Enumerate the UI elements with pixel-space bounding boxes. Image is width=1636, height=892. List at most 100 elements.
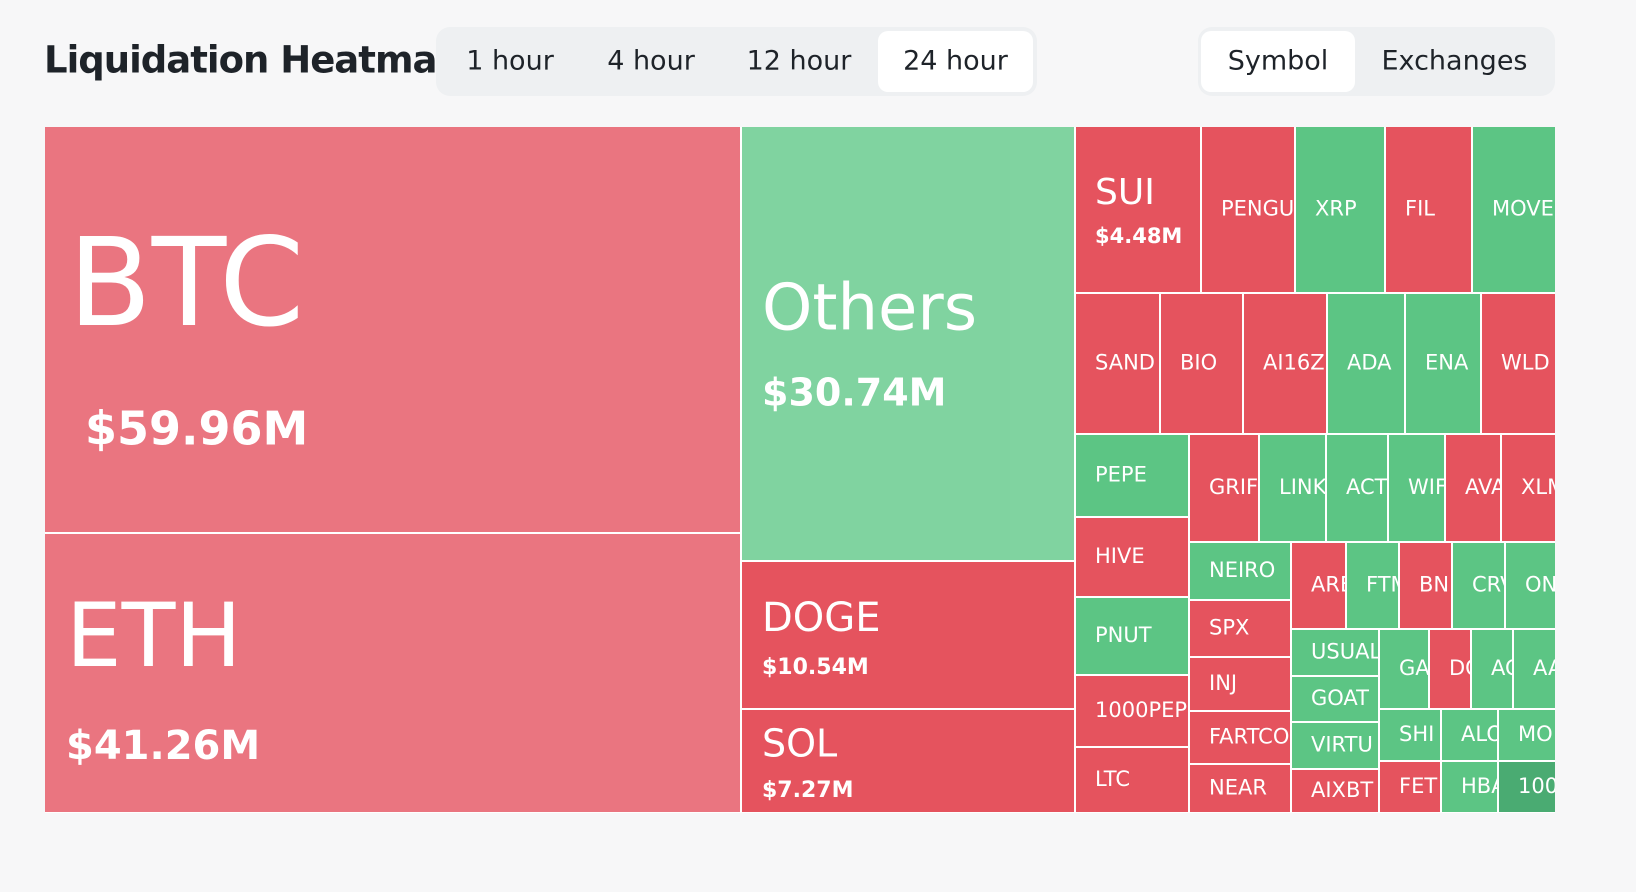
tile[interactable]: 1000PEPE [1076, 676, 1200, 746]
tile[interactable]: GOAT [1292, 677, 1378, 721]
tile-label: PENGU [1221, 197, 1294, 221]
tile-bg [1292, 723, 1378, 768]
tile[interactable]: ACT [1327, 435, 1388, 541]
tile[interactable]: AC [1472, 630, 1520, 708]
tile-label: Others [762, 272, 977, 346]
tile[interactable]: ON [1506, 543, 1557, 628]
tile[interactable]: CRV [1453, 543, 1515, 628]
tile[interactable]: FET [1380, 762, 1440, 812]
tile[interactable]: XRP [1296, 127, 1384, 292]
tile[interactable]: FTM [1347, 543, 1409, 628]
tile[interactable]: AIXBT [1292, 770, 1378, 812]
tile-bg [1328, 294, 1404, 433]
tile[interactable]: NEAR [1190, 765, 1290, 812]
tile-label: SOL [762, 722, 837, 766]
view-tab[interactable]: Symbol [1228, 46, 1329, 77]
tile[interactable]: ALO [1442, 710, 1503, 760]
tile-bg [1499, 710, 1555, 760]
tile[interactable]: LINK [1260, 435, 1328, 541]
tile-label: DOGE [762, 595, 881, 641]
tile-label: HIVE [1095, 544, 1145, 568]
tile[interactable]: BNB [1400, 543, 1464, 628]
tile[interactable]: BTC $59.96M [45, 127, 740, 532]
tile-bg [1076, 294, 1159, 433]
tile-label: VIRTU [1311, 733, 1373, 757]
tile[interactable]: GRIF [1190, 435, 1258, 541]
tile-bg [1380, 710, 1440, 760]
tile-label: 1000PEPE [1095, 698, 1200, 722]
tile-label: 100 [1518, 774, 1558, 798]
tile-label: AVA [1465, 475, 1506, 499]
tile-bg [1190, 435, 1258, 541]
tile-label: ETH [66, 584, 242, 687]
tile[interactable]: SHI [1380, 710, 1440, 760]
tile[interactable]: ADA [1328, 294, 1404, 433]
tile[interactable]: LTC [1076, 748, 1188, 812]
tile[interactable]: USUAL [1292, 630, 1381, 675]
tile[interactable]: PENGU [1202, 127, 1294, 292]
tile[interactable]: WLD [1482, 294, 1555, 433]
time-tab[interactable]: 4 hour [607, 46, 696, 77]
tile-value: $10.54M [762, 655, 869, 680]
tile[interactable]: ARB [1292, 543, 1354, 628]
tile[interactable]: WIF [1389, 435, 1447, 541]
tile-label: GA [1399, 656, 1430, 680]
tile[interactable]: VIRTU [1292, 723, 1378, 768]
tile[interactable]: HIVE [1076, 518, 1188, 596]
time-tab[interactable]: 1 hour [466, 46, 555, 77]
tile[interactable]: DO [1430, 630, 1482, 708]
tile-label: DO [1449, 656, 1482, 680]
tile[interactable]: MO [1499, 710, 1555, 760]
tile-label: WIF [1408, 475, 1447, 499]
tile-bg [1347, 543, 1398, 628]
tile-bg [1442, 710, 1497, 760]
tile[interactable]: BIO [1161, 294, 1242, 433]
tile-label: SHI [1399, 722, 1434, 746]
tile-label: AA [1533, 656, 1563, 680]
tile[interactable]: SOL $7.27M [742, 710, 1074, 812]
tile[interactable]: XLM [1502, 435, 1565, 541]
time-tab[interactable]: 12 hour [747, 46, 853, 77]
tile[interactable]: AVA [1446, 435, 1506, 541]
tile[interactable]: PNUT [1076, 598, 1188, 674]
tile[interactable]: FARTCO [1190, 712, 1290, 763]
tile-label: BTC [68, 212, 304, 354]
tile-value: $59.96M [85, 402, 308, 456]
tile[interactable]: DOGE $10.54M [742, 562, 1074, 708]
tile[interactable]: FIL [1386, 127, 1471, 292]
tile-value: $30.74M [762, 371, 946, 415]
tile-bg [1380, 762, 1440, 812]
tile[interactable]: AI16Z [1244, 294, 1326, 433]
tile-bg [1386, 127, 1471, 292]
tile[interactable]: ENA [1406, 294, 1480, 433]
tile[interactable]: ETH $41.26M [45, 534, 740, 812]
view-tab[interactable]: Exchanges [1382, 46, 1528, 77]
tile[interactable]: AA [1514, 630, 1563, 708]
tile-bg [742, 562, 1074, 708]
tile-label: USUAL [1311, 640, 1381, 664]
tile-label: MOVE [1492, 197, 1554, 221]
tile[interactable]: 100 [1499, 762, 1558, 812]
tile[interactable]: GA [1380, 630, 1430, 708]
tile-label: ADA [1347, 351, 1392, 375]
tile-bg [1430, 630, 1470, 708]
tile-value: $7.27M [762, 778, 853, 803]
tile-bg [1499, 762, 1555, 812]
tile[interactable]: SPX [1190, 601, 1290, 656]
tile-label: ARB [1311, 573, 1354, 597]
tile-label: GRIF [1209, 475, 1258, 499]
tile-bg [1076, 598, 1188, 674]
tile[interactable]: MOVE [1473, 127, 1555, 292]
tile-bg [1446, 435, 1500, 541]
time-tab[interactable]: 24 hour [903, 46, 1009, 77]
tile[interactable]: SAND [1076, 294, 1159, 433]
tile[interactable]: NEIRO [1190, 543, 1290, 599]
tile[interactable]: SUI $4.48M [1076, 127, 1200, 292]
tile[interactable]: HBA [1442, 762, 1506, 812]
tile[interactable]: INJ [1190, 658, 1290, 710]
tile[interactable]: Others $30.74M [742, 127, 1074, 560]
tile-label: AI16Z [1263, 351, 1325, 375]
tile-label: AIXBT [1311, 778, 1373, 802]
tile[interactable]: PEPE [1076, 435, 1188, 516]
tile-bg [1380, 630, 1428, 708]
